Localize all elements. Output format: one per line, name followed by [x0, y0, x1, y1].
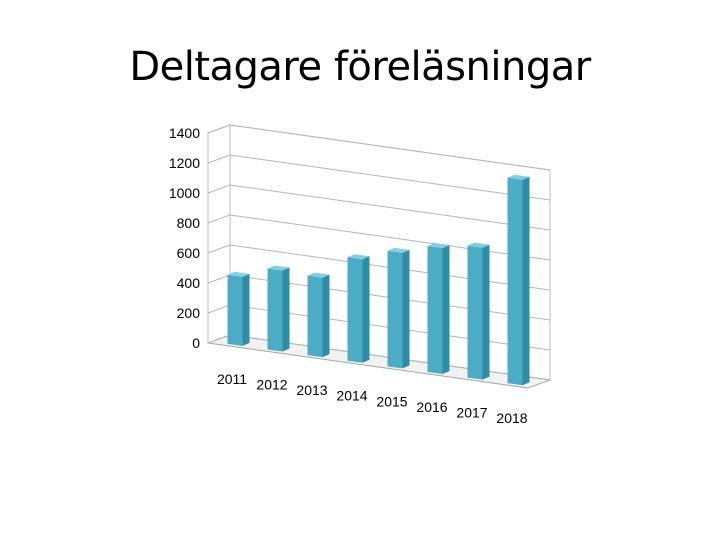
- x-tick-label: 2017: [456, 405, 487, 421]
- y-tick-label: 1200: [169, 155, 200, 171]
- bar-front: [227, 274, 243, 346]
- bar: [507, 174, 530, 386]
- bar-side: [402, 249, 410, 369]
- bar-front: [307, 275, 323, 358]
- x-tick-label: 2018: [496, 410, 527, 426]
- bar-front: [347, 257, 363, 363]
- bar: [347, 254, 370, 363]
- bar: [467, 242, 490, 380]
- bar-side: [362, 256, 370, 363]
- y-tick-label: 200: [177, 305, 201, 321]
- bar-top: [467, 242, 490, 248]
- bar-front: [267, 268, 283, 352]
- bar-top: [507, 174, 530, 180]
- bar-front: [507, 177, 523, 386]
- bar-front: [387, 250, 403, 369]
- x-tick-label: 2015: [376, 393, 407, 409]
- y-tick-label: 0: [192, 335, 200, 351]
- bar-top: [267, 265, 290, 271]
- bar-top: [387, 247, 410, 253]
- x-tick-label: 2014: [336, 388, 367, 404]
- gridline: [207, 184, 551, 231]
- bar: [387, 247, 410, 369]
- bar-side: [282, 267, 290, 352]
- y-tick-label: 400: [177, 275, 201, 291]
- bar-front: [427, 245, 443, 374]
- x-tick-label: 2011: [217, 371, 247, 387]
- gridline: [207, 154, 551, 201]
- bar-front: [467, 245, 483, 380]
- bar-top: [427, 242, 450, 248]
- bars: [227, 174, 530, 386]
- bar-side: [482, 244, 490, 380]
- bar: [227, 271, 250, 346]
- x-tick-label: 2012: [256, 376, 287, 392]
- bar-side: [522, 176, 530, 386]
- chart-title: Deltagare föreläsningar: [129, 44, 591, 90]
- bar-top: [227, 271, 250, 277]
- bar: [267, 265, 290, 352]
- bar-top: [347, 254, 370, 260]
- x-tick-label: 2016: [416, 399, 447, 415]
- bar: [427, 242, 450, 374]
- bar-side: [442, 244, 450, 374]
- chart-walls: [207, 124, 551, 389]
- x-axis-labels: 2011 2012 2013 2014 2015 2016 2017 2018: [217, 371, 528, 426]
- y-tick-label: 1000: [169, 185, 200, 201]
- bar: [307, 272, 330, 358]
- bar-top: [307, 272, 330, 278]
- bar-side: [322, 274, 330, 358]
- side-wall: [207, 124, 231, 344]
- bar-side: [242, 273, 250, 346]
- y-tick-label: 800: [177, 215, 201, 231]
- x-tick-label: 2013: [296, 382, 327, 398]
- y-tick-label: 1400: [169, 125, 200, 141]
- y-axis-labels: 0 200 400 600 800 1000 1200 1400: [169, 125, 200, 351]
- y-tick-label: 600: [177, 245, 201, 261]
- gridline: [207, 124, 551, 171]
